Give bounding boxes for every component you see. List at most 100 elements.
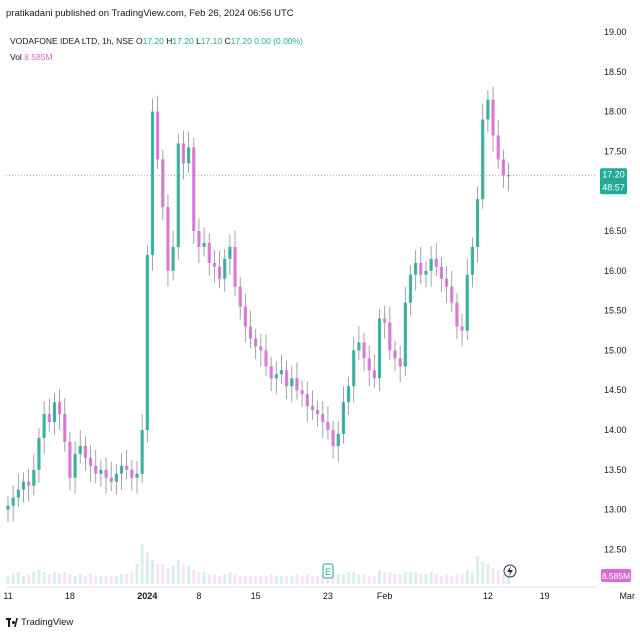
candle-body (187, 147, 191, 164)
volume-bar (166, 568, 170, 584)
candle-body (393, 350, 397, 359)
candle-body (94, 465, 98, 474)
volume-bar (383, 572, 387, 584)
candle-body (290, 378, 294, 387)
candle-body (285, 370, 289, 387)
volume-bar (408, 572, 412, 584)
volume-bar (187, 566, 191, 584)
volume-bar (254, 576, 258, 584)
volume-bar (326, 576, 330, 584)
candle-body (434, 258, 438, 267)
volume-bar (378, 570, 382, 584)
candle-body (475, 199, 480, 247)
candle-body (192, 147, 196, 231)
volume-bar (249, 576, 253, 584)
close-label: C (224, 36, 231, 46)
volume-bar (21, 576, 25, 584)
open-value: 17.20 (142, 36, 164, 46)
volume-bar (145, 552, 149, 584)
price-axis-tick: 12.50 (604, 544, 627, 554)
publisher-line: pratikadani published on TradingView.com… (6, 8, 294, 19)
price-axis-tick: 18.00 (604, 107, 627, 117)
candle-body (496, 135, 500, 160)
volume-bar (269, 574, 273, 584)
candle-body (357, 342, 361, 351)
volume-bar (42, 572, 46, 584)
volume-bar (460, 574, 464, 584)
candle-body (506, 175, 511, 177)
candle-body (73, 453, 77, 478)
candle-body (295, 378, 299, 391)
volume-bar (212, 574, 216, 584)
time-axis-tick: 11 (3, 591, 12, 601)
candle-body (439, 266, 444, 279)
volume-bar (16, 572, 20, 584)
open-label: O (135, 36, 143, 46)
volume-bar (331, 572, 335, 584)
candle-body (197, 231, 201, 247)
volume-bar (316, 576, 320, 584)
candle-body (445, 278, 449, 287)
candle-body (326, 422, 330, 430)
volume-bar (130, 572, 134, 584)
time-axis-tick: 18 (65, 591, 75, 601)
volume-bar (207, 574, 211, 584)
candle-body (455, 302, 459, 327)
candle-body (161, 159, 165, 208)
volume-value: 8.585M (24, 52, 53, 62)
candle-body (362, 342, 366, 359)
volume-bar (73, 576, 77, 584)
volume-bar (259, 576, 263, 584)
volume-bar (120, 574, 124, 584)
volume-bar (455, 574, 459, 584)
volume-bar (218, 576, 222, 584)
volume-bar (310, 576, 314, 584)
candle-body (47, 414, 51, 423)
volume-bar (274, 576, 278, 584)
ohlc-row: VODAFONE IDEA LTD, 1h, NSE O17.20 H17.20… (10, 33, 303, 49)
time-axis-tick: 19 (540, 591, 550, 601)
candle-body (321, 414, 325, 423)
volume-bar (357, 574, 361, 584)
volume-bar (223, 574, 227, 584)
last-volume-badge (601, 569, 631, 582)
candle-body (109, 477, 113, 482)
volume-bar (362, 574, 366, 584)
candle-body (171, 246, 175, 271)
candle-body (305, 394, 309, 407)
earnings-event-icon (322, 563, 334, 579)
time-axis-tick: 12 (483, 591, 493, 601)
volume-bar (202, 572, 206, 584)
volume-bar (372, 576, 376, 584)
volume-bar (336, 574, 340, 584)
volume-bar (109, 576, 113, 584)
candle-body (99, 469, 103, 474)
last-volume-label: 8.585M (602, 571, 630, 581)
volume-bar (470, 572, 474, 584)
volume-bar (47, 574, 51, 584)
candle-body (352, 350, 356, 387)
candle-body (450, 286, 454, 303)
candle-body (119, 465, 124, 474)
candle-body (228, 246, 232, 259)
candle-body (176, 143, 180, 247)
volume-bar (424, 574, 428, 584)
volume-bar (347, 572, 351, 584)
candle-body (310, 406, 315, 411)
candle-body (346, 386, 351, 403)
volume-bar (58, 574, 62, 584)
candle-body (367, 358, 371, 371)
volume-bar (114, 576, 118, 584)
volume-bar (192, 570, 196, 584)
candle-body (156, 111, 160, 160)
volume-bar (140, 544, 144, 584)
price-axis-tick: 13.50 (604, 465, 627, 475)
candle-body (166, 207, 170, 271)
candle-body (104, 469, 108, 478)
candle-body (68, 441, 72, 478)
price-axis-tick: 15.50 (604, 306, 627, 316)
candle-body (254, 338, 258, 347)
candle-body (63, 414, 67, 442)
candle-body (419, 262, 423, 275)
